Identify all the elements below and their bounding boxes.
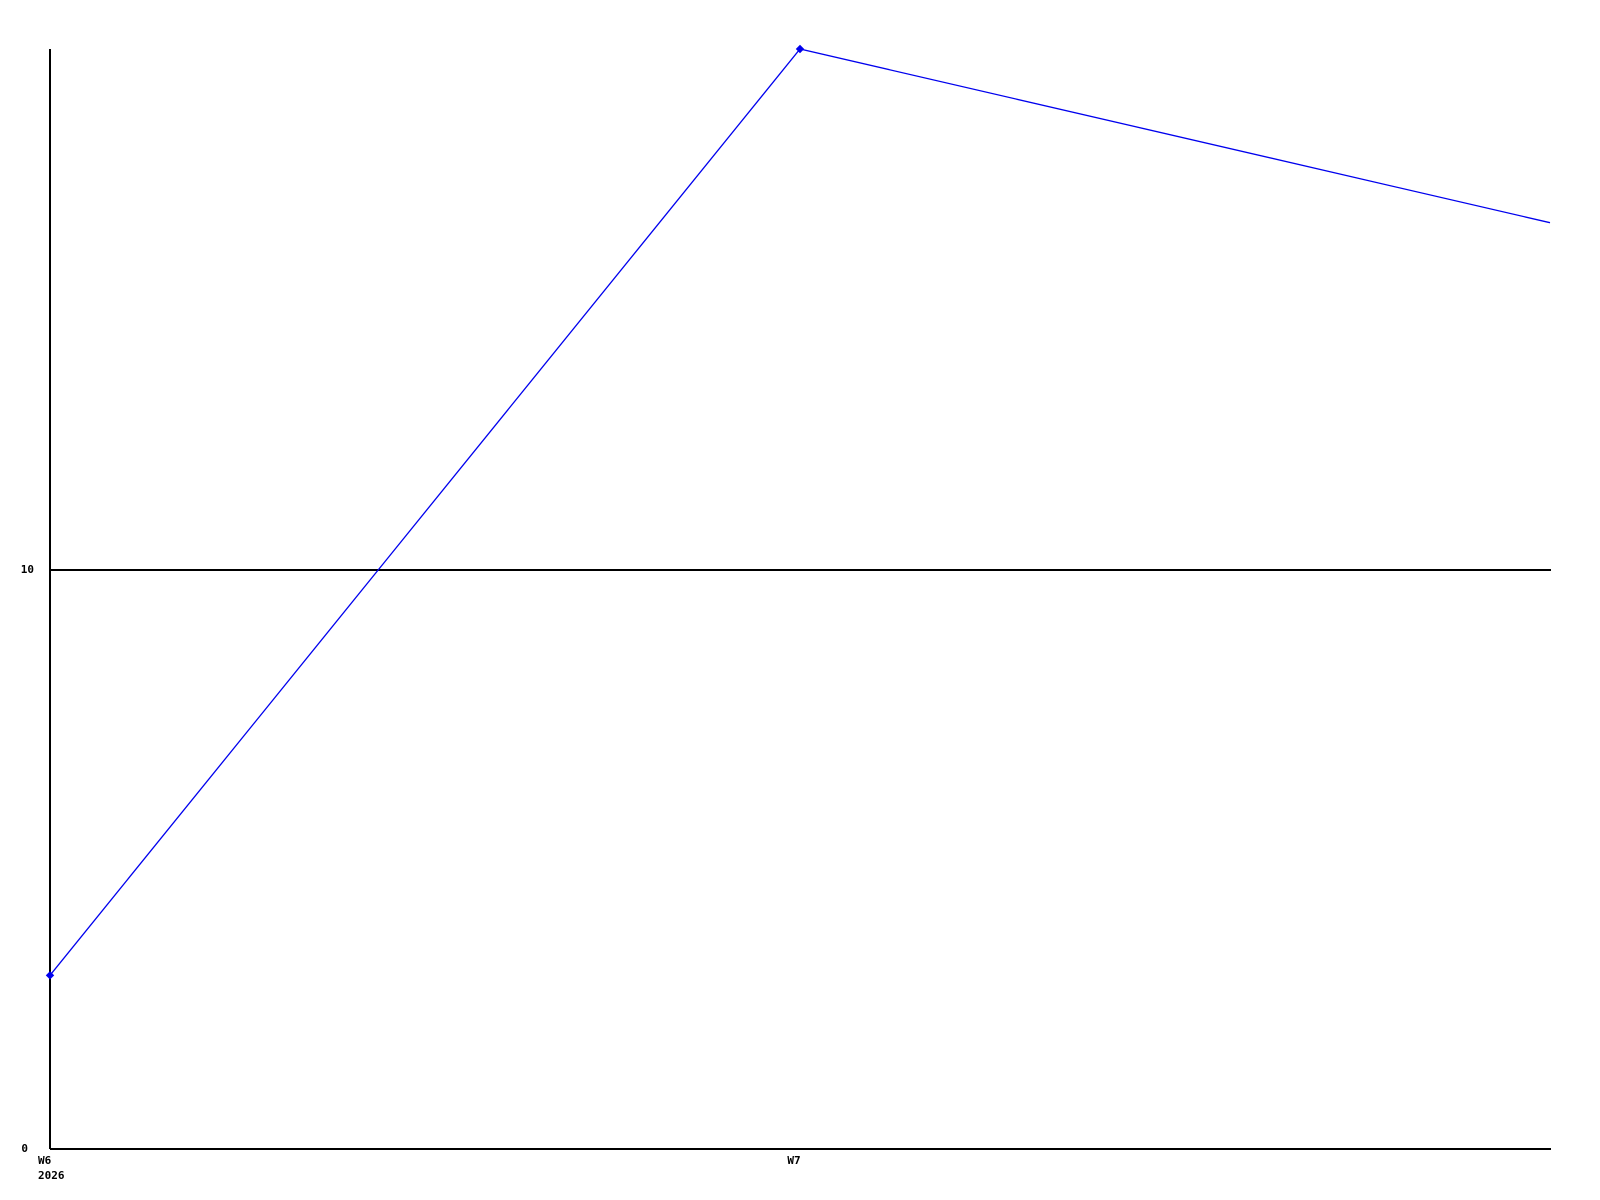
data-point-marker-weekly-series-0 [45,971,55,980]
series-line-weekly-series [49,48,1551,976]
data-point-marker-weekly-series-1 [795,44,805,54]
x-axis-tick-label-year-2026: 2026 [38,1169,65,1182]
x-axis-tick-label-w6: W6 [38,1154,52,1167]
y-axis-tick-label-10: 10 [20,563,34,576]
y-axis-tick-label-0: 0 [21,1142,28,1155]
x-axis-tick-label-w7: W7 [787,1154,801,1167]
